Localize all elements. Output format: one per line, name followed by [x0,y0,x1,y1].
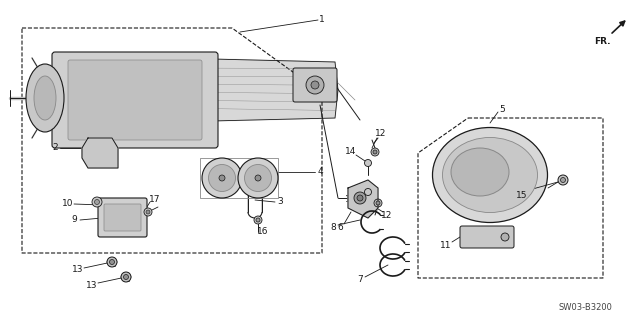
Circle shape [109,259,115,264]
Text: 13: 13 [86,280,98,290]
FancyBboxPatch shape [293,68,337,102]
Circle shape [354,192,366,204]
Circle shape [92,197,102,207]
Circle shape [107,257,117,267]
Circle shape [121,272,131,282]
Text: SW03-B3200: SW03-B3200 [558,303,612,313]
Circle shape [357,195,363,201]
Text: 14: 14 [346,196,356,204]
Text: 4: 4 [317,167,323,176]
Circle shape [311,81,319,89]
Text: 14: 14 [346,147,356,157]
Ellipse shape [238,158,278,198]
Text: 13: 13 [72,265,84,275]
Text: FR.: FR. [594,38,611,47]
FancyBboxPatch shape [68,60,202,140]
Circle shape [254,216,262,224]
Text: 1: 1 [319,14,325,24]
Text: 2: 2 [52,144,58,152]
Circle shape [255,175,261,181]
Text: 8: 8 [330,224,336,233]
FancyBboxPatch shape [104,204,141,231]
Ellipse shape [202,158,242,198]
Circle shape [365,189,371,196]
Text: 15: 15 [516,191,528,201]
FancyBboxPatch shape [52,52,218,148]
Circle shape [558,175,568,185]
Circle shape [256,218,260,222]
FancyBboxPatch shape [460,226,514,248]
Text: 5: 5 [499,106,505,115]
Circle shape [306,76,324,94]
Ellipse shape [433,128,547,222]
Circle shape [219,175,225,181]
Circle shape [124,275,129,279]
Circle shape [365,160,371,167]
Text: 7: 7 [357,276,363,285]
Ellipse shape [34,76,56,120]
Text: 17: 17 [149,196,161,204]
Text: 12: 12 [381,211,393,219]
Bar [200,158,278,198]
Polygon shape [170,58,338,122]
Ellipse shape [26,64,64,132]
Polygon shape [348,180,378,218]
Text: 10: 10 [62,199,74,209]
Circle shape [95,199,99,204]
Circle shape [501,233,509,241]
Circle shape [376,201,380,205]
Text: 6: 6 [337,224,343,233]
Ellipse shape [209,165,236,191]
Circle shape [144,208,152,216]
Polygon shape [82,138,118,168]
Text: 11: 11 [440,241,452,249]
FancyArrowPatch shape [612,21,625,33]
Circle shape [561,177,566,182]
Ellipse shape [451,148,509,196]
Circle shape [371,148,379,156]
Text: 16: 16 [257,227,269,236]
Text: 12: 12 [375,130,387,138]
FancyBboxPatch shape [98,198,147,237]
Text: 9: 9 [71,216,77,225]
Circle shape [37,90,53,106]
Circle shape [146,210,150,214]
Ellipse shape [244,165,271,191]
Circle shape [373,150,377,154]
Text: 3: 3 [277,197,283,206]
Ellipse shape [442,137,538,212]
Circle shape [374,199,382,207]
